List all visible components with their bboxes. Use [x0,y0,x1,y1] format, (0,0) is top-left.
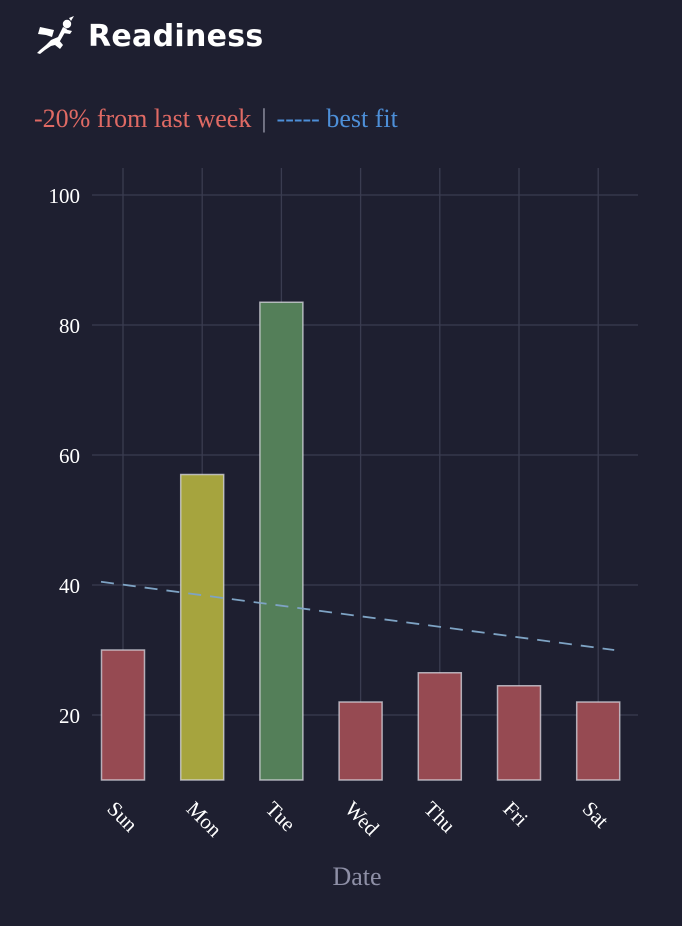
x-tick-label-sun: Sun [102,797,142,837]
best-fit-legend: ----- best fit [276,104,398,133]
flying-hero-icon [37,16,74,54]
bar-thu [417,672,463,781]
bar-sun [100,649,146,781]
y-tick-label-40: 40 [59,574,80,598]
y-tick-label-100: 100 [49,184,81,208]
bar-mon [179,473,225,781]
chart-grid [92,168,638,780]
x-tick-label-sat: Sat [578,797,614,833]
x-tick-label-mon: Mon [182,797,227,842]
subtitle-separator: | [261,104,267,133]
bar-fri [496,685,542,781]
bars [100,301,621,781]
header: Readiness [34,12,264,60]
x-tick-label-wed: Wed [340,797,384,841]
page-title: Readiness [88,18,264,54]
bar-wed [338,701,383,781]
x-axis-ticks: Sun Mon Tue Wed Thu Fri Sat [102,797,613,842]
x-tick-label-fri: Fri [498,797,532,831]
best-fit-layer [100,580,615,651]
bar-tue [259,301,304,781]
best-fit-line [100,580,615,651]
y-axis-ticks: 20 40 60 80 100 [49,184,81,728]
y-tick-label-80: 80 [59,314,80,338]
x-tick-label-thu: Thu [419,797,460,838]
bar-sat [575,701,621,781]
y-tick-label-20: 20 [59,704,80,728]
x-tick-label-tue: Tue [261,797,301,837]
y-tick-label-60: 60 [59,444,80,468]
chart-subtitle: -20% from last week | ----- best fit [34,104,398,134]
weekly-change-text: -20% from last week [34,104,252,133]
x-axis-title: Date [332,862,381,891]
